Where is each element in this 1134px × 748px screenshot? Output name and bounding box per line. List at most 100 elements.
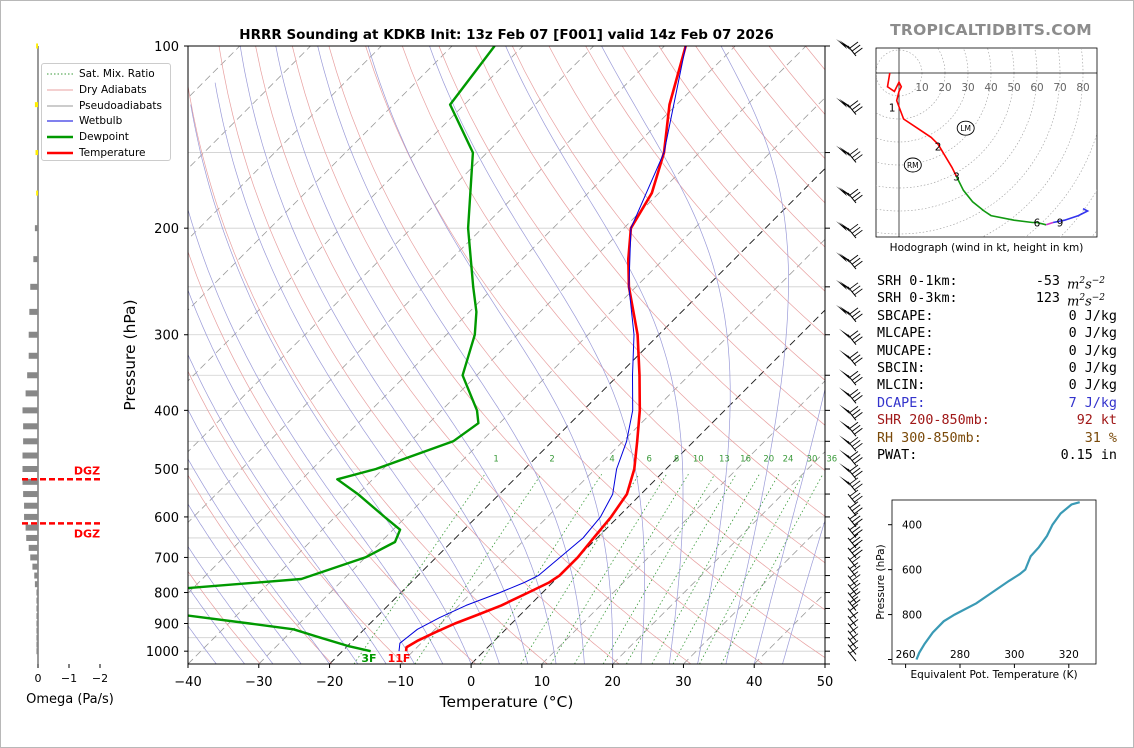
wind-barb-staff bbox=[847, 600, 857, 611]
wind-barb bbox=[847, 640, 859, 655]
mixing-ratio-label: 36 bbox=[826, 454, 837, 464]
parameter-label: MLCAPE: bbox=[877, 326, 934, 342]
wind-barb bbox=[847, 489, 863, 505]
parameter-value: 123 bbox=[1035, 291, 1060, 307]
wind-barb-flag bbox=[839, 449, 850, 460]
wetbulb-profile-line bbox=[398, 46, 687, 652]
wind-barb-flag bbox=[839, 463, 850, 474]
legend-swatch bbox=[47, 135, 73, 139]
temperature-tick-label: −10 bbox=[387, 675, 414, 690]
theta-e-y-axis-label: Pressure (hPa) bbox=[875, 544, 887, 619]
wind-barb-feather bbox=[851, 492, 861, 500]
omega-bar bbox=[24, 502, 38, 509]
wind-barb-staff bbox=[847, 583, 857, 595]
wind-barb-feather bbox=[851, 151, 861, 158]
wind-barb-feather bbox=[851, 226, 861, 234]
legend-swatch bbox=[47, 120, 73, 122]
wind-barb-feather bbox=[849, 351, 859, 359]
wind-barb-staff bbox=[847, 630, 857, 641]
legend-label: Temperature bbox=[79, 147, 146, 159]
pressure-tick-label: 400 bbox=[154, 404, 179, 419]
pseudoadiabat-line bbox=[188, 586, 245, 664]
pseudoadiabat-line bbox=[317, 46, 585, 664]
wind-barb-flag bbox=[839, 349, 850, 360]
wind-barb-feather bbox=[851, 354, 861, 362]
wind-barb-feather bbox=[851, 257, 861, 265]
omega-bar bbox=[36, 648, 38, 655]
theta-e-x-tick-label: 320 bbox=[1059, 649, 1079, 661]
wind-barb bbox=[839, 369, 863, 386]
wind-barb-feather bbox=[851, 526, 861, 534]
dry-adiabat-line bbox=[365, 46, 825, 611]
wind-barb-feather bbox=[851, 408, 861, 416]
pseudoadiabat-line bbox=[188, 625, 217, 664]
dgz-label: DGZ bbox=[74, 527, 100, 540]
pressure-tick-label: 800 bbox=[154, 587, 179, 602]
wind-barb-flag bbox=[836, 39, 847, 49]
hodograph-panel: 10 20 30 40 50 60 70 80 1 2 3 6 9 LM RM Hodograph (wind… bbox=[875, 47, 1098, 254]
wind-barb bbox=[847, 619, 859, 634]
wind-barb-feather bbox=[851, 574, 861, 581]
wind-barb-feather bbox=[849, 588, 859, 595]
storm-motion-marker bbox=[903, 157, 922, 173]
wind-barb-flag bbox=[836, 252, 847, 263]
wind-barb bbox=[847, 512, 863, 528]
wind-barb-feather bbox=[854, 313, 863, 321]
pseudoadiabat-line bbox=[214, 82, 500, 664]
dry-adiabat-line bbox=[291, 46, 763, 664]
omega-bar bbox=[28, 331, 38, 338]
hodograph-grid bbox=[876, 48, 1097, 237]
wind-barb-feather bbox=[851, 536, 861, 544]
wind-barb-feather bbox=[849, 562, 859, 570]
wind-barb-feather bbox=[851, 373, 861, 381]
temperature-tick-label: 30 bbox=[675, 675, 692, 690]
dry-adiabat-line bbox=[548, 46, 825, 381]
theta-e-frame bbox=[891, 499, 1097, 665]
pressure-tick-label: 900 bbox=[154, 617, 179, 632]
wind-barb-flag bbox=[836, 221, 847, 232]
omega-bar bbox=[34, 572, 38, 579]
omega-bar bbox=[22, 452, 38, 459]
wind-barb bbox=[847, 562, 861, 577]
wind-barb-feather bbox=[849, 188, 859, 196]
mixing-ratio-label: 16 bbox=[740, 454, 751, 464]
parameter-value: 31 % bbox=[1084, 430, 1117, 446]
wind-barb-feather bbox=[854, 47, 863, 55]
wind-barb-feather bbox=[854, 495, 863, 503]
wind-barb-feather bbox=[854, 194, 863, 202]
omega-bar-upper bbox=[35, 150, 38, 156]
temperature-tick-label: 40 bbox=[746, 675, 763, 690]
theta-e-x-tick-label: 300 bbox=[1004, 649, 1024, 661]
pseudoadiabat-line bbox=[190, 104, 472, 664]
wind-barb-flag bbox=[836, 304, 847, 315]
mixing-ratio-line bbox=[651, 473, 760, 664]
wind-barb-feather bbox=[849, 646, 859, 654]
wind-barb-staff bbox=[847, 615, 857, 627]
wind-barb bbox=[839, 449, 863, 466]
omega-panel: DGZ DGZ 0 −1 −2 Omega (Pa/s) bbox=[22, 43, 114, 707]
omega-bar bbox=[32, 563, 38, 570]
temperature-tick-label: −40 bbox=[174, 675, 201, 690]
parameter-label: DCAPE: bbox=[877, 395, 926, 411]
wind-barb-feather bbox=[854, 427, 863, 435]
dry-adiabat-line bbox=[218, 46, 620, 664]
omega-bar bbox=[23, 491, 38, 498]
hodograph-height-label: 9 bbox=[1057, 218, 1064, 230]
wind-barb bbox=[836, 221, 863, 239]
mixing-ratio-line bbox=[550, 473, 667, 664]
wind-barb-feather bbox=[854, 529, 863, 537]
dry-adiabat-line bbox=[585, 46, 825, 337]
isotherm-line bbox=[188, 46, 594, 453]
omega-bar bbox=[26, 534, 38, 541]
temperature-tick-label: −30 bbox=[245, 675, 272, 690]
parameter-value: 0 J/kg bbox=[1068, 360, 1117, 376]
wind-barb-feather bbox=[849, 223, 859, 231]
mixing-ratio-label: 13 bbox=[719, 454, 730, 464]
wind-barb-feather bbox=[849, 596, 859, 603]
wind-barb-feather bbox=[849, 543, 859, 551]
mixing-ratio-line bbox=[672, 474, 780, 664]
theta-e-profile-line bbox=[915, 501, 1080, 660]
mixing-ratio-label: 24 bbox=[783, 454, 794, 464]
